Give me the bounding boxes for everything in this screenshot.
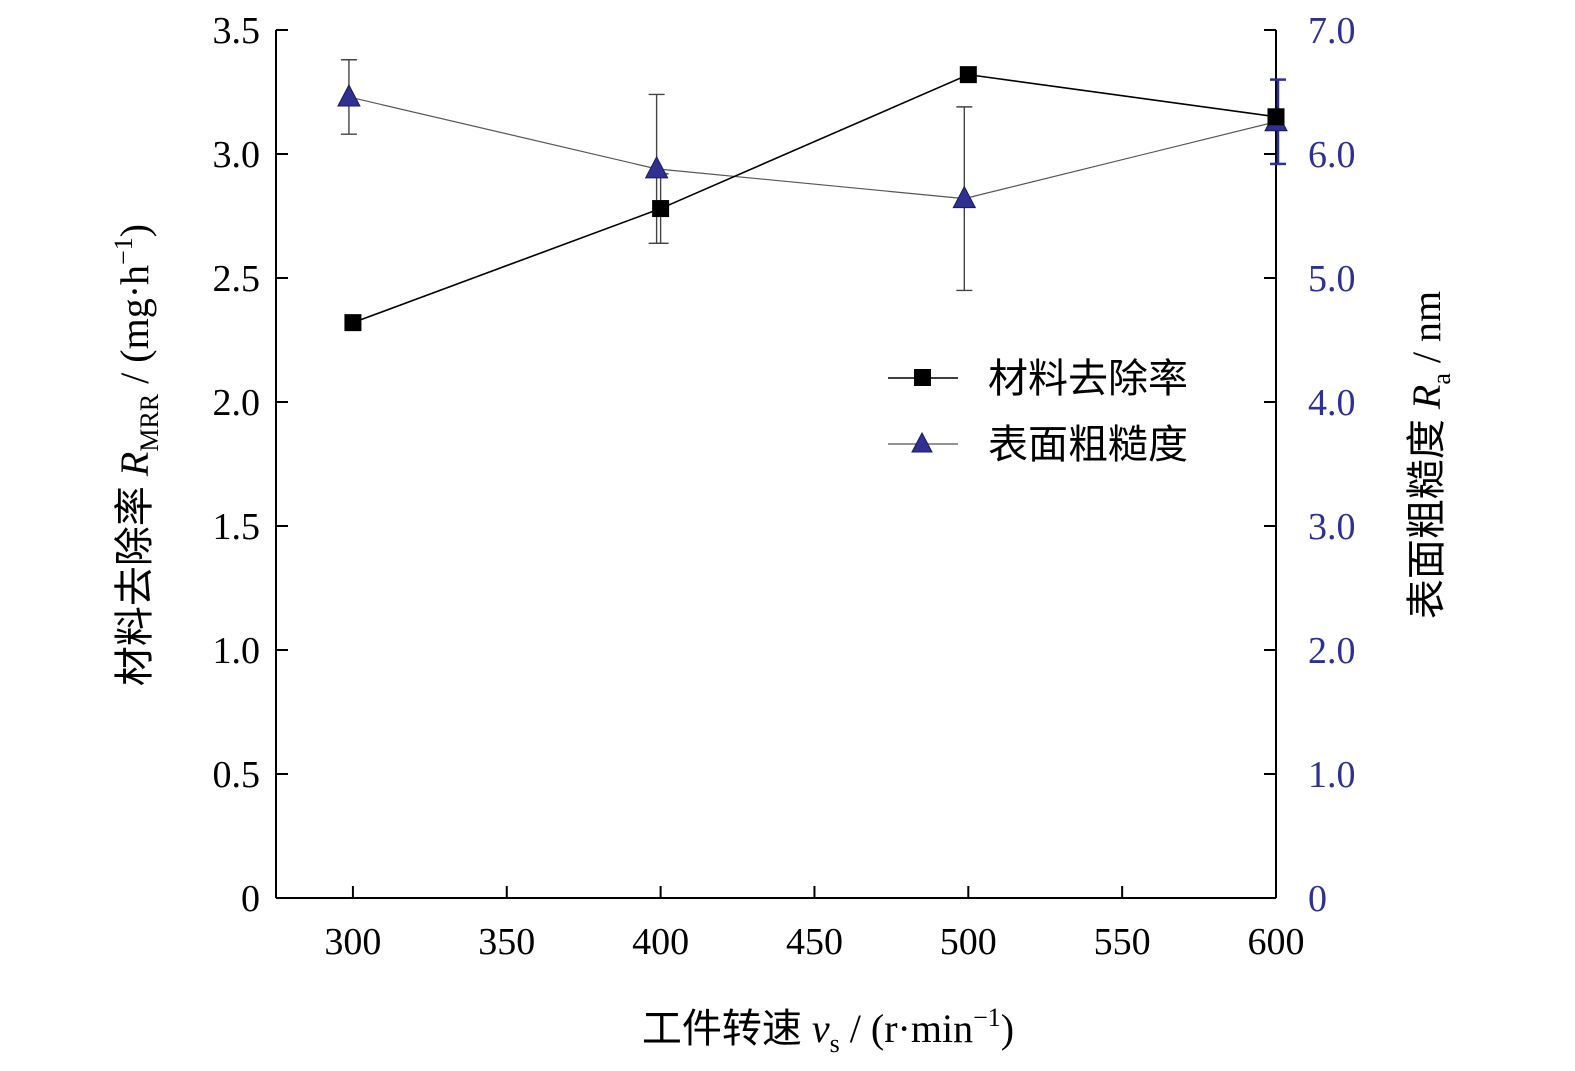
legend-item-mrr: 材料去除率 bbox=[888, 356, 1188, 401]
y-right-tick-label: 0 bbox=[1308, 878, 1327, 920]
y-left-tick-label: 3.0 bbox=[213, 134, 261, 176]
x-axis-title: 工件转速 vs / (r·min−1) bbox=[642, 1003, 1014, 1058]
plot-frame bbox=[275, 30, 1277, 899]
x-tick-label: 600 bbox=[1248, 921, 1305, 963]
x-tick-label: 400 bbox=[632, 921, 689, 963]
y-axis-left-title: 材料去除率 RMRR / (mg·h−1) bbox=[109, 224, 164, 686]
y-right-tick-label: 6.0 bbox=[1308, 134, 1356, 176]
y-left-tick-label: 1.0 bbox=[213, 630, 261, 672]
y-axis-right-title: 表面粗糙度 Ra / nm bbox=[1404, 291, 1456, 619]
legend-item-ra: 表面粗糙度 bbox=[888, 422, 1188, 467]
legend-label-ra: 表面粗糙度 bbox=[988, 422, 1188, 467]
y-left-tick-label: 2.0 bbox=[213, 382, 261, 424]
y-right-tick-label: 4.0 bbox=[1308, 382, 1356, 424]
data-point-ra bbox=[337, 83, 361, 107]
x-tick-label: 350 bbox=[478, 921, 535, 963]
y-right-tick-label: 1.0 bbox=[1308, 754, 1356, 796]
series-layer bbox=[337, 59, 1288, 332]
x-tick-label: 450 bbox=[786, 921, 843, 963]
y-right-tick-label: 5.0 bbox=[1308, 258, 1356, 300]
x-tick-label: 500 bbox=[940, 921, 997, 963]
legend-marker-square bbox=[914, 369, 931, 386]
y-left-tick-label: 0 bbox=[241, 878, 260, 920]
data-point-mrr bbox=[959, 66, 977, 84]
y-right-tick-label: 3.0 bbox=[1308, 506, 1356, 548]
x-tick-label: 550 bbox=[1094, 921, 1151, 963]
y-right-tick-label: 2.0 bbox=[1308, 630, 1356, 672]
y-axis-right: 0 1.0 2.0 3.0 4.0 5.0 6.0 7.0 bbox=[1264, 10, 1356, 920]
y-right-tick-label: 7.0 bbox=[1308, 10, 1356, 52]
y-left-tick-label: 1.5 bbox=[213, 506, 261, 548]
series-line-mrr bbox=[352, 73, 1277, 324]
data-point-mrr bbox=[1267, 108, 1285, 126]
legend-marker-triangle bbox=[911, 431, 933, 453]
y-left-tick-label: 3.5 bbox=[213, 10, 261, 52]
data-point-mrr bbox=[344, 314, 362, 332]
data-point-ra bbox=[952, 185, 977, 209]
y-axis-left: 0 0.5 1.0 1.5 2.0 2.5 3.0 3.5 bbox=[213, 10, 288, 920]
data-point-mrr bbox=[652, 200, 670, 218]
y-left-tick-label: 2.5 bbox=[213, 258, 261, 300]
x-axis: 300 350 400 450 500 550 600 bbox=[324, 886, 1305, 963]
y-left-tick-label: 0.5 bbox=[213, 754, 261, 796]
series-line-ra bbox=[348, 96, 1277, 200]
legend: 材料去除率 表面粗糙度 bbox=[888, 356, 1188, 467]
legend-label-mrr: 材料去除率 bbox=[988, 356, 1188, 401]
data-point-ra bbox=[644, 155, 669, 179]
x-tick-label: 300 bbox=[324, 921, 381, 963]
